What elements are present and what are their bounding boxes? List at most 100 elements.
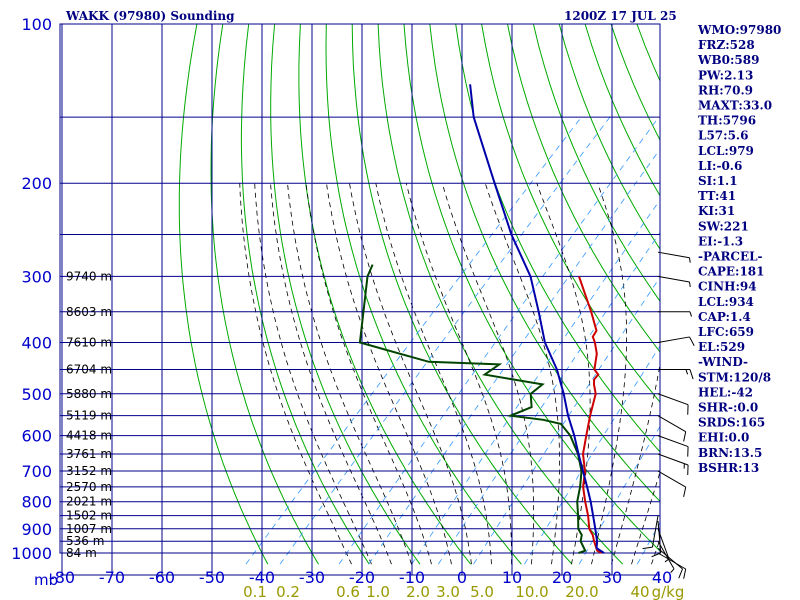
pressure-tick-label: 700 bbox=[21, 462, 52, 481]
stability-index-item: CAPE:181 bbox=[698, 265, 765, 279]
wind-barb-staff bbox=[651, 515, 659, 548]
height-label: 84 m bbox=[66, 546, 97, 560]
dry-adiabat-line bbox=[210, 24, 319, 565]
height-label: 6704 m bbox=[66, 363, 112, 377]
pressure-tick-label: 1000 bbox=[11, 544, 52, 563]
wind-barb-flag bbox=[685, 369, 689, 375]
mixing-ratio-label: g/kg bbox=[652, 583, 685, 600]
mixing-ratio-label: 2.0 bbox=[406, 583, 430, 600]
dry-adiabat-line bbox=[403, 24, 660, 552]
mixing-ratio-label: 10.0 bbox=[515, 583, 548, 600]
temperature-tick-label: 20 bbox=[552, 568, 572, 587]
wind-barb-flag bbox=[651, 552, 661, 558]
pressure-tick-label: 100 bbox=[21, 15, 52, 34]
dry-adiabat-line bbox=[377, 24, 624, 565]
wind-barb-staff bbox=[657, 520, 662, 553]
stability-index-item: SHR-:0.0 bbox=[698, 401, 758, 415]
temperature-tick-label: -40 bbox=[249, 568, 275, 587]
stability-index-item: PW:2.13 bbox=[698, 68, 753, 82]
height-label: 8603 m bbox=[66, 305, 112, 319]
stability-index-item: L57:5.6 bbox=[698, 129, 748, 143]
temperature-tick-label: 10 bbox=[502, 568, 522, 587]
wind-barb-staff bbox=[657, 251, 690, 259]
stability-index-item: TH:5796 bbox=[698, 114, 756, 128]
height-label: 1502 m bbox=[66, 509, 112, 523]
temperature-tick-label: 30 bbox=[602, 568, 622, 587]
height-label: 9740 m bbox=[66, 269, 112, 283]
temperature-tick-label: -50 bbox=[199, 568, 225, 587]
wind-barb-flag bbox=[689, 281, 691, 287]
stability-index-item: EHI:0.0 bbox=[698, 431, 749, 445]
wind-barb-flag bbox=[689, 257, 691, 263]
dry-adiabat-line bbox=[481, 24, 660, 403]
wind-barb-flag bbox=[642, 546, 653, 550]
temperature-tick-label: -80 bbox=[49, 568, 75, 587]
dry-adiabats bbox=[178, 24, 660, 565]
pressure-unit-label: mb bbox=[34, 571, 58, 589]
pressure-tick-label: 500 bbox=[21, 385, 52, 404]
moist-adiabat-line bbox=[591, 183, 627, 565]
temperature-tick-label: -30 bbox=[299, 568, 325, 587]
temperature-profile bbox=[578, 276, 603, 554]
mixing-ratio-label: 1.0 bbox=[366, 583, 390, 600]
stability-index-item: CINH:94 bbox=[698, 280, 757, 294]
parcel-trace bbox=[469, 84, 605, 554]
pressure-tick-label: 600 bbox=[21, 427, 52, 446]
stability-index-item: BRN:13.5 bbox=[698, 446, 762, 460]
dry-adiabat-line bbox=[507, 24, 660, 353]
temperature-tick-label: -70 bbox=[99, 568, 125, 587]
wind-barb-staff bbox=[657, 528, 670, 560]
wind-barb-staff bbox=[657, 470, 686, 488]
stability-index-item: WMO:97980 bbox=[697, 23, 781, 37]
height-labels: 9740 m 8603 m 7610 m 6704 m 5880 m 5119 m 4418… bbox=[66, 269, 112, 560]
wind-barb-staff bbox=[657, 336, 690, 343]
dry-adiabat-line bbox=[325, 24, 522, 565]
wind-barb-staff bbox=[657, 415, 686, 433]
wind-barb-staff bbox=[657, 393, 689, 406]
wind-barb-flag bbox=[683, 568, 687, 579]
pressure-tick-label: 200 bbox=[21, 174, 52, 193]
wind-barbs bbox=[642, 251, 695, 579]
wind-barb-flag bbox=[670, 568, 675, 573]
mixing-ratio-label: 3.0 bbox=[436, 583, 460, 600]
moist-adiabat-line bbox=[239, 183, 352, 565]
height-label: 536 m bbox=[66, 534, 104, 548]
moist-adiabat-line bbox=[254, 183, 372, 565]
height-label: 3761 m bbox=[66, 447, 112, 461]
height-label: 7610 m bbox=[66, 335, 112, 349]
stability-index-item: LI:-0.6 bbox=[698, 159, 742, 173]
dry-adiabat-line bbox=[558, 24, 660, 251]
wind-barb-flag bbox=[664, 558, 670, 563]
stability-index-item: STM:120/8 bbox=[698, 370, 771, 384]
dry-adiabat-line bbox=[455, 24, 660, 453]
mixing-ratio-label: 0.6 bbox=[336, 583, 360, 600]
grid bbox=[59, 23, 661, 576]
stability-index-item: EL:529 bbox=[698, 340, 745, 354]
moist-adiabat-line bbox=[305, 183, 432, 565]
temperature-tick-label: -60 bbox=[149, 568, 175, 587]
stability-index-item: FRZ:528 bbox=[698, 38, 755, 52]
height-label: 1007 m bbox=[66, 522, 112, 536]
stability-index-item: -PARCEL- bbox=[698, 250, 763, 264]
stability-index-item: RH:70.9 bbox=[698, 83, 753, 97]
height-label: 5880 m bbox=[66, 387, 112, 401]
wind-barb-flag bbox=[689, 311, 693, 317]
pressure-tick-label: 800 bbox=[21, 493, 52, 512]
height-label: 5119 m bbox=[66, 409, 112, 423]
height-label: 4418 m bbox=[66, 429, 112, 443]
wind-barb-flag bbox=[683, 486, 687, 497]
moist-adiabat-line bbox=[405, 183, 512, 565]
wind-barb-staff bbox=[657, 435, 689, 448]
mixing-ratio-label: 0.2 bbox=[276, 583, 300, 600]
stability-index-item: EI:-1.3 bbox=[698, 234, 743, 248]
mixing-ratio-label: 40 bbox=[630, 583, 649, 600]
wind-barb-staff bbox=[657, 453, 689, 466]
sounding-series bbox=[358, 84, 605, 554]
stability-index-item: KI:31 bbox=[698, 204, 735, 218]
mixing-ratio-label: 20.0 bbox=[565, 583, 598, 600]
moist-adiabat-line bbox=[484, 183, 560, 565]
dry-adiabat-line bbox=[351, 24, 573, 565]
